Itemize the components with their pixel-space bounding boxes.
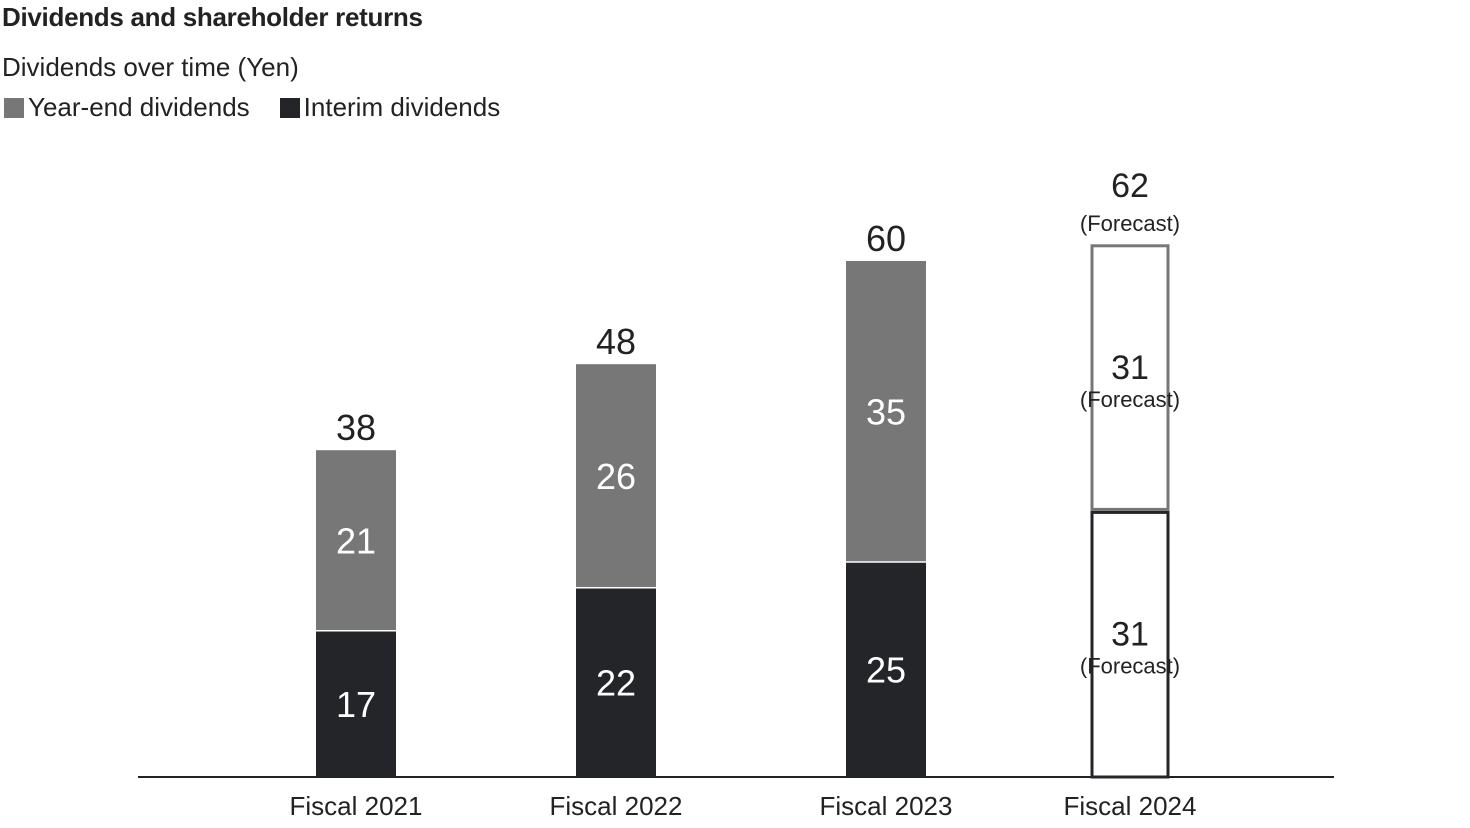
bar-total-label-4: 62 xyxy=(1111,167,1149,205)
legend-swatch-interim xyxy=(279,97,300,118)
bar-label-year-end-3: 35 xyxy=(866,392,906,433)
chart-title: Dividends and shareholder returns xyxy=(2,2,423,32)
bar-label-interim-2: 22 xyxy=(596,662,636,703)
bar-label-interim-4: 31 xyxy=(1111,616,1149,654)
legend-item-interim: Interim dividends xyxy=(279,92,501,123)
bar-interim-2 xyxy=(576,587,656,777)
legend-label-interim: Interim dividends xyxy=(303,92,501,122)
bar-label-interim-3: 25 xyxy=(866,650,906,691)
chart-subtitle: Dividends over time (Yen) xyxy=(2,52,299,82)
legend: Year-end dividends Interim dividends xyxy=(4,92,530,123)
bar-total-label-2: 48 xyxy=(596,321,636,362)
bar-label-interim-1: 17 xyxy=(336,684,376,725)
bar-year-end-4 xyxy=(1090,244,1170,511)
x-tick-label-1: Fiscal 2021 xyxy=(290,791,423,821)
bar-total-label-3: 60 xyxy=(866,218,906,259)
legend-item-year-end: Year-end dividends xyxy=(4,92,250,123)
legend-swatch-year-end xyxy=(4,97,24,118)
bar-interim-4 xyxy=(1090,510,1170,779)
bar-year-end-3 xyxy=(846,261,926,562)
bar-interim-1 xyxy=(316,630,396,777)
bar-interim-3 xyxy=(846,562,926,777)
x-tick-label-3: Fiscal 2023 xyxy=(820,791,953,821)
bar-year-end-2 xyxy=(576,364,656,588)
bar-label-year-end-2: 26 xyxy=(596,456,636,497)
bar-label-year-end-4: 31 xyxy=(1111,349,1149,387)
forecast-label-total-4: (Forecast) xyxy=(1080,211,1180,236)
x-tick-label-2: Fiscal 2022 xyxy=(550,791,683,821)
bar-label-year-end-1: 21 xyxy=(336,521,376,562)
bar-year-end-1 xyxy=(316,450,396,631)
x-tick-label-4: Fiscal 2024 xyxy=(1064,791,1197,821)
forecast-label-year-end-4: (Forecast) xyxy=(1080,387,1180,412)
legend-label-year-end: Year-end dividends xyxy=(28,92,250,122)
forecast-label-interim-4: (Forecast) xyxy=(1080,654,1180,679)
bar-total-label-1: 38 xyxy=(336,407,376,448)
